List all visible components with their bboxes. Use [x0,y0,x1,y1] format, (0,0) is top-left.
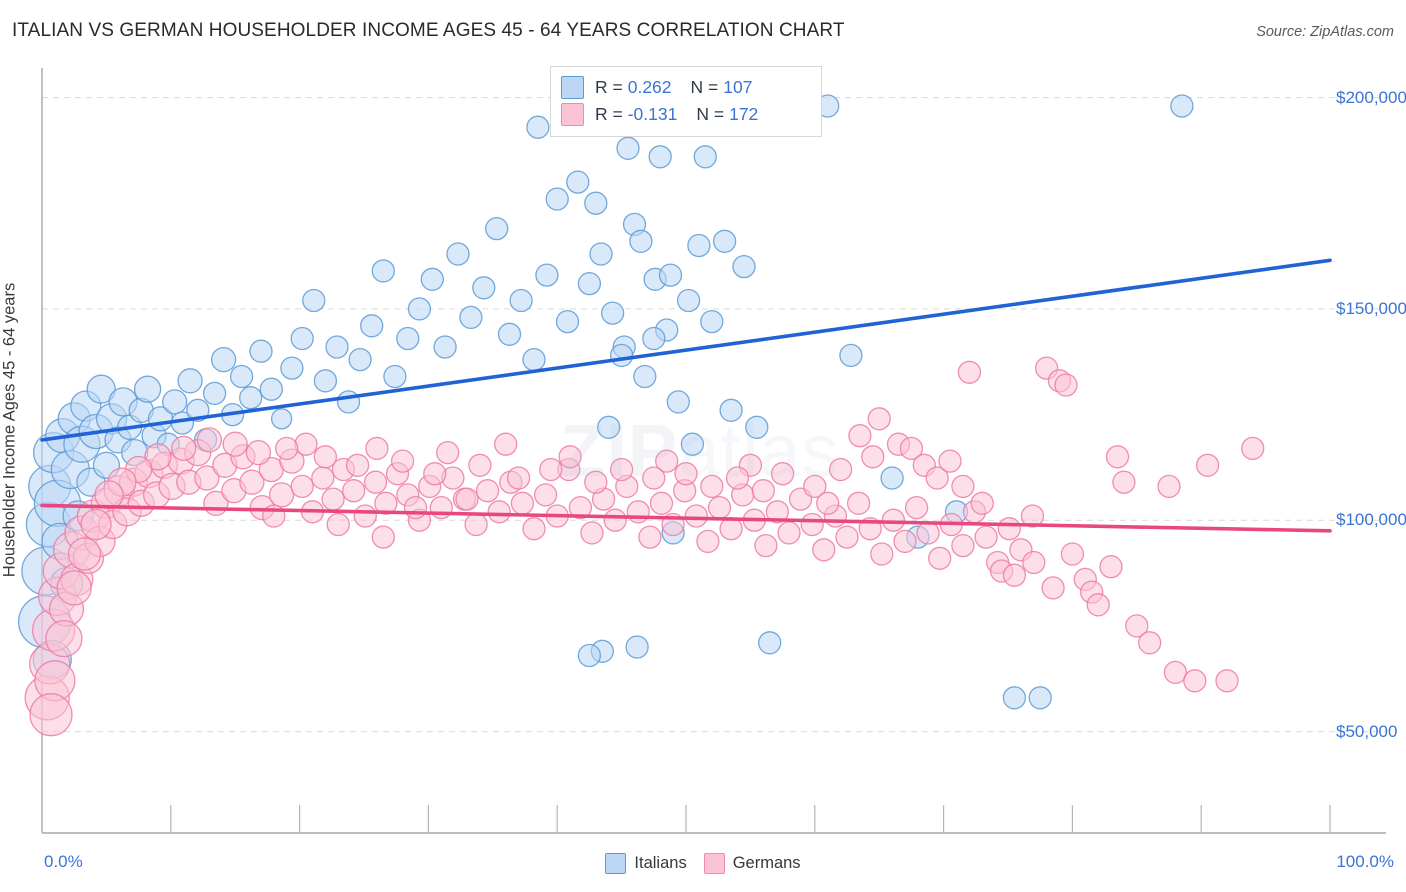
r-value: 0.262 [627,77,672,97]
x-axis-max-label: 100.0% [1336,852,1394,871]
blue-swatch-icon [561,76,584,99]
x-axis-min-label: 0.0% [44,852,83,871]
legend-row-germans: R = -0.131 N = 172 [561,101,811,128]
correlation-legend: R = 0.262 N = 107 R = -0.131 N = 172 [550,66,822,137]
series-germans [24,356,1265,737]
n-label: N = [690,77,719,97]
legend-item-germans[interactable]: Germans [703,853,801,874]
pink-swatch-icon [561,103,584,126]
italians-swatch-icon [605,853,627,874]
y-axis-tick-label: $150,000 [1336,298,1406,318]
legend-item-italians[interactable]: Italians [605,853,687,874]
n-label: N = [696,104,725,124]
series-italians [17,94,1194,710]
y-axis-tick-label: $200,000 [1336,87,1406,107]
page-title: ITALIAN VS GERMAN HOUSEHOLDER INCOME AGE… [12,20,845,41]
r-label: R = [595,104,623,124]
germans-swatch-icon [703,853,725,874]
legend-row-italians: R = 0.262 N = 107 [561,74,811,101]
italians-label: Italians [634,854,687,872]
series-legend: Italians Germans [0,853,1406,874]
n-value: 172 [729,104,759,124]
n-value: 107 [723,77,753,97]
r-value: -0.131 [627,104,678,124]
y-axis-tick-label: $50,000 [1336,721,1398,741]
germans-label: Germans [732,854,801,872]
r-label: R = [595,77,623,97]
source-attribution: Source: ZipAtlas.com [1256,24,1394,40]
y-axis-tick-label: $100,000 [1336,510,1406,530]
